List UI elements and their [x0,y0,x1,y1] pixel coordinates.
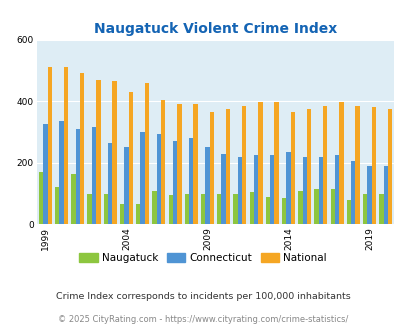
Bar [39,172,43,224]
Bar [189,138,193,224]
Bar [112,81,117,224]
Bar [233,194,237,224]
Bar [108,143,112,224]
Bar [371,107,375,224]
Bar [249,192,253,224]
Bar [103,194,108,224]
Bar [237,157,241,224]
Bar [87,194,92,224]
Bar [145,83,149,224]
Bar [140,132,145,224]
Bar [346,200,350,224]
Bar [136,204,140,224]
Bar [253,155,258,224]
Bar [156,134,161,224]
Bar [318,157,322,224]
Bar [152,190,156,224]
Bar [64,67,68,224]
Bar [205,148,209,224]
Bar [378,194,383,224]
Bar [59,121,64,224]
Bar [290,112,294,224]
Bar [330,189,334,224]
Bar [193,104,197,224]
Bar [43,124,47,224]
Bar [128,92,133,224]
Bar [217,194,221,224]
Bar [362,194,367,224]
Bar [265,197,269,224]
Bar [355,107,359,224]
Bar [200,194,205,224]
Text: © 2025 CityRating.com - https://www.cityrating.com/crime-statistics/: © 2025 CityRating.com - https://www.city… [58,315,347,324]
Bar [367,167,371,224]
Bar [297,190,302,224]
Bar [302,157,306,224]
Legend: Naugatuck, Connecticut, National: Naugatuck, Connecticut, National [75,249,330,267]
Bar [80,74,84,224]
Bar [184,194,189,224]
Bar [221,153,225,224]
Bar [168,195,173,224]
Bar [313,189,318,224]
Bar [350,161,355,224]
Bar [75,129,80,224]
Bar [306,109,311,224]
Bar [55,187,59,224]
Bar [225,109,230,224]
Bar [286,152,290,224]
Bar [47,67,52,224]
Bar [161,100,165,224]
Bar [269,155,274,224]
Bar [177,104,181,224]
Title: Naugatuck Violent Crime Index: Naugatuck Violent Crime Index [93,22,336,36]
Bar [258,102,262,224]
Bar [322,107,327,224]
Bar [124,148,128,224]
Bar [209,112,213,224]
Bar [383,167,387,224]
Bar [92,127,96,224]
Bar [274,102,278,224]
Bar [119,204,124,224]
Text: Crime Index corresponds to incidents per 100,000 inhabitants: Crime Index corresponds to incidents per… [55,292,350,301]
Bar [281,198,286,224]
Bar [334,155,339,224]
Bar [71,174,75,224]
Bar [96,80,100,224]
Bar [173,141,177,224]
Bar [241,107,246,224]
Bar [339,102,343,224]
Bar [387,109,391,224]
